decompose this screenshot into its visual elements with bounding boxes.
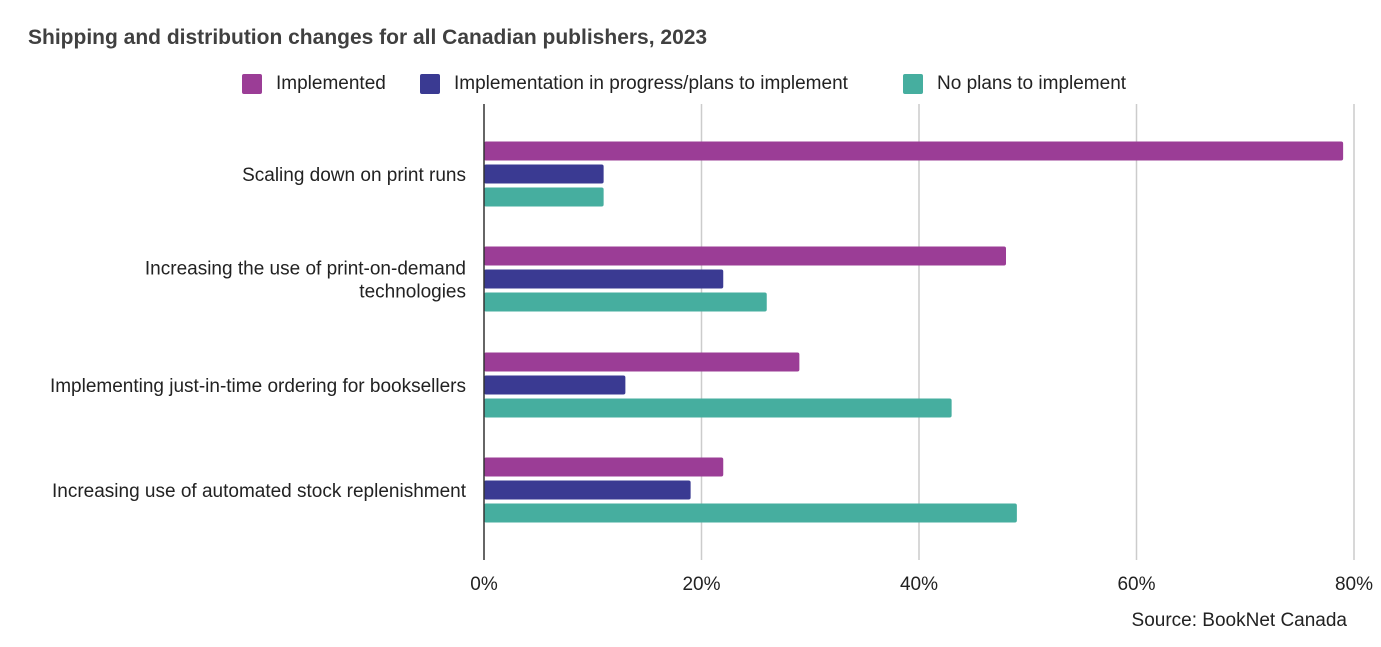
bar-implemented-1 <box>484 141 1344 161</box>
chart-title: Shipping and distribution changes for al… <box>28 26 708 49</box>
legend-label-in-progress: Implementation in progress/plans to impl… <box>454 73 848 94</box>
bar-no-plans-1 <box>484 187 604 207</box>
bar-in-progress-1 <box>484 164 604 184</box>
bar-implemented-4 <box>484 457 724 477</box>
bar-no-plans-2 <box>484 292 767 312</box>
x-tick-label-60pct: 60% <box>1117 574 1155 595</box>
bar-in-progress-2 <box>484 269 724 289</box>
legend-item-in-progress: Implementation in progress/plans to impl… <box>420 72 848 96</box>
legend-item-implemented: Implemented <box>242 72 386 96</box>
legend: Implemented Implementation in progress/p… <box>0 72 1381 96</box>
legend-label-implemented: Implemented <box>276 73 386 94</box>
category-label-3: Implementing just-in-time ordering for b… <box>50 376 466 397</box>
category-label-1: Scaling down on print runs <box>242 165 466 186</box>
legend-swatch-no-plans <box>903 74 923 94</box>
x-tick-label-80pct: 80% <box>1335 574 1373 595</box>
x-tick-label-20pct: 20% <box>682 574 720 595</box>
legend-swatch-implemented <box>242 74 262 94</box>
bar-implemented-3 <box>484 352 800 372</box>
legend-label-no-plans: No plans to implement <box>937 73 1127 94</box>
bar-in-progress-4 <box>484 480 691 500</box>
legend-item-no-plans: No plans to implement <box>903 72 1126 96</box>
category-label-4: Increasing use of automated stock replen… <box>52 481 467 502</box>
category-label-2-line-1: Increasing the use of print-on-demand <box>145 259 466 280</box>
bar-no-plans-3 <box>484 398 952 418</box>
x-tick-label-40pct: 40% <box>900 574 938 595</box>
bar-no-plans-4 <box>484 503 1017 523</box>
chart-source: Source: BookNet Canada <box>1131 610 1347 631</box>
bar-implemented-2 <box>484 246 1006 266</box>
x-tick-label-0pct: 0% <box>470 574 498 595</box>
category-label-2-line-2: technologies <box>359 282 466 303</box>
bar-in-progress-3 <box>484 375 626 395</box>
legend-swatch-in-progress <box>420 74 440 94</box>
